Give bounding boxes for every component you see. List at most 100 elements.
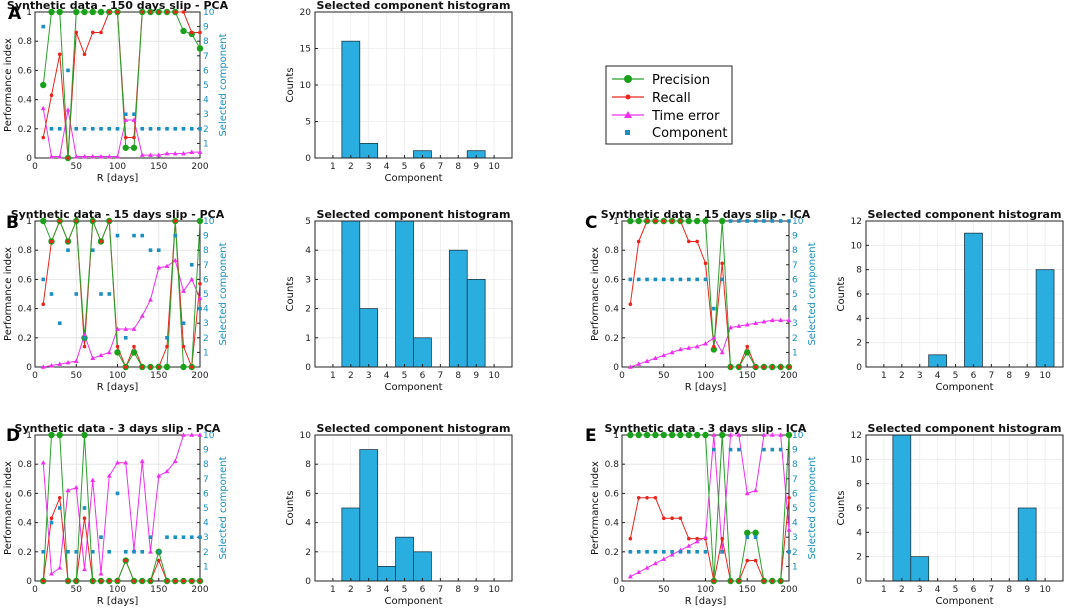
- x-tick-label: 200: [191, 371, 208, 381]
- point-recall: [653, 495, 658, 500]
- point-time-error: [106, 473, 112, 478]
- point-component: [787, 219, 791, 223]
- bar-component-10: [1035, 269, 1055, 368]
- point-recall: [762, 579, 766, 583]
- point-component: [66, 550, 70, 554]
- point-precision: [122, 144, 129, 151]
- x-tick-label: 1: [330, 371, 336, 381]
- point-component: [99, 127, 103, 131]
- point-recall: [123, 558, 128, 563]
- point-time-error: [744, 322, 750, 327]
- right-tick-label: 3: [792, 533, 798, 543]
- point-recall: [90, 30, 95, 35]
- x-axis-label: R [days]: [685, 382, 727, 393]
- point-recall: [670, 516, 674, 521]
- point-time-error: [627, 574, 633, 579]
- point-precision: [744, 349, 751, 356]
- point-recall: [74, 30, 79, 35]
- point-component: [123, 112, 128, 116]
- y-tick-label: 2: [856, 339, 862, 349]
- y-axis-label-right: Selected component: [218, 456, 229, 559]
- point-recall: [140, 365, 145, 369]
- x-tick-label: 2: [348, 371, 354, 381]
- point-component: [762, 219, 766, 223]
- point-time-error: [73, 358, 79, 363]
- y-tick-label: 1: [613, 431, 619, 441]
- point-component: [156, 127, 161, 131]
- y-tick-label: 12: [851, 217, 862, 227]
- point-precision: [196, 45, 204, 52]
- point-component: [74, 292, 79, 296]
- x-tick-label: 1: [330, 585, 336, 595]
- point-time-error: [73, 484, 79, 490]
- y-tick-label: 0: [26, 154, 32, 164]
- series-line-time-error: [43, 259, 201, 368]
- x-tick-label: 10: [1039, 585, 1051, 595]
- point-component: [687, 550, 691, 554]
- point-recall: [132, 344, 136, 349]
- bar-component-6: [964, 232, 983, 368]
- y-tick-label: 0.6: [605, 275, 620, 285]
- right-tick-label: 9: [203, 23, 209, 33]
- x-tick-label: 7: [437, 371, 443, 381]
- x-tick-label: 200: [191, 585, 208, 595]
- point-recall: [148, 579, 153, 583]
- point-time-error: [769, 317, 775, 323]
- x-tick-label: 50: [71, 585, 83, 595]
- point-time-error: [49, 362, 54, 368]
- point-time-error: [636, 361, 642, 366]
- y-tick-label: 5: [305, 217, 311, 227]
- point-component: [132, 233, 136, 238]
- x-tick-label: 8: [455, 585, 461, 595]
- legend-item-time-error: Time error: [612, 109, 720, 124]
- right-tick-label: 9: [792, 232, 798, 242]
- x-tick-label: 100: [697, 585, 714, 595]
- point-recall: [49, 516, 54, 521]
- chart-title: Selected component histogram: [317, 422, 511, 435]
- point-time-error: [769, 432, 775, 437]
- chart-title: Selected component histogram: [868, 422, 1062, 435]
- point-recall: [156, 558, 161, 563]
- point-time-error: [181, 151, 186, 156]
- point-recall: [132, 579, 136, 583]
- point-component: [57, 506, 62, 510]
- point-recall: [737, 365, 741, 369]
- point-component: [90, 550, 95, 554]
- point-recall: [787, 495, 791, 500]
- point-recall: [728, 579, 733, 583]
- y-axis-label-right: Selected component: [218, 33, 229, 136]
- point-time-error: [115, 153, 120, 159]
- point-recall: [74, 219, 79, 223]
- point-recall: [720, 261, 724, 266]
- point-component: [123, 336, 128, 340]
- y-axis-label-right: Selected component: [807, 456, 818, 559]
- point-component: [49, 292, 54, 296]
- x-tick-label: 3: [917, 371, 923, 381]
- point-component: [82, 336, 87, 340]
- y-tick-label: 5: [305, 118, 311, 128]
- x-tick-label: 150: [739, 371, 756, 381]
- point-time-error: [711, 335, 717, 340]
- point-time-error: [778, 432, 784, 437]
- legend-label-recall: Recall: [652, 91, 691, 106]
- point-component: [99, 535, 103, 539]
- point-time-error: [90, 153, 96, 159]
- point-component: [107, 127, 112, 131]
- bar-component-5: [395, 220, 414, 368]
- point-component: [198, 306, 202, 311]
- right-tick-label: 5: [203, 504, 209, 514]
- point-recall: [189, 365, 194, 369]
- x-tick-label: 50: [658, 371, 670, 381]
- x-tick-label: 10: [1039, 371, 1051, 381]
- point-component: [49, 127, 54, 131]
- right-tick-label: 4: [203, 96, 209, 106]
- x-tick-label: 4: [935, 585, 941, 595]
- x-tick-label: 10: [488, 162, 500, 172]
- y-tick-label: 6: [856, 290, 862, 300]
- x-tick-label: 1: [881, 371, 887, 381]
- point-component: [123, 550, 128, 554]
- point-component: [165, 535, 169, 539]
- point-precision: [81, 431, 88, 439]
- point-time-error: [661, 352, 667, 358]
- point-component: [41, 24, 46, 29]
